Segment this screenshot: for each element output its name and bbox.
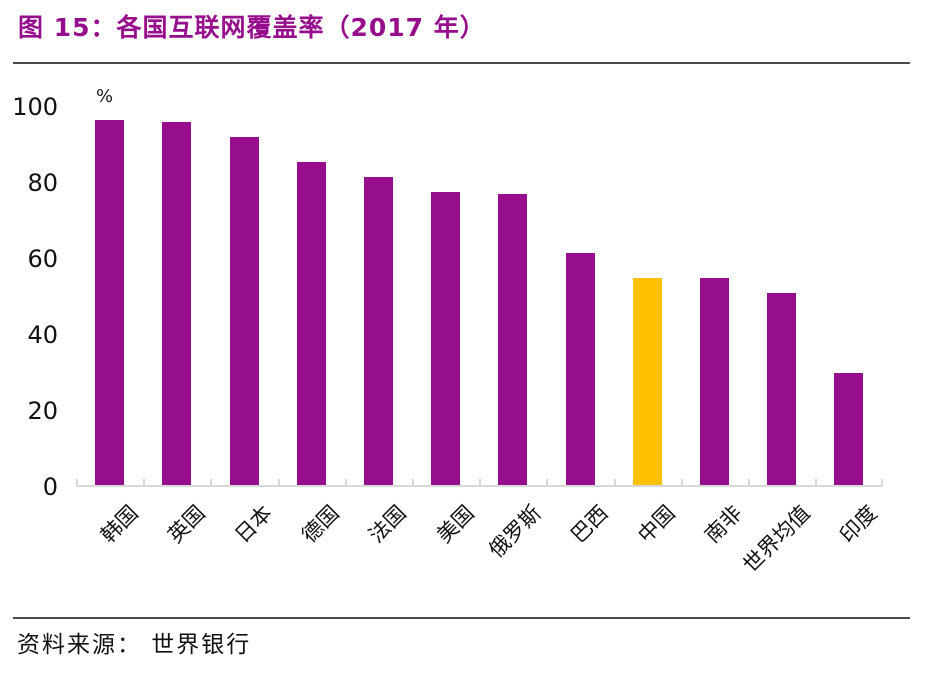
axis-tick [210,479,213,485]
x-axis-label: 日本 [230,500,277,548]
y-axis-tick-label: 40 [27,321,58,349]
x-axis-label: 世界均值 [738,500,815,578]
x-axis-label: 法国 [364,500,412,548]
bar-美国 [431,192,461,485]
figure-title: 图 15：各国互联网覆盖率（2017 年） [18,13,486,42]
axis-tick [680,479,683,485]
bar-英国 [162,122,192,485]
x-axis-line [76,485,883,487]
axis-tick [277,479,280,485]
bar-法国 [363,177,393,485]
y-axis-unit-label: % [96,86,114,107]
axis-tick [412,479,414,485]
x-axis-label: 南非 [700,500,748,548]
x-axis-label: 美国 [431,500,479,548]
axis-tick [881,479,883,485]
y-axis-tick-label: 0 [42,473,58,501]
bar-日本 [229,137,259,485]
source-note: 资料来源： 世界银行 [17,632,252,658]
title-separator-line [13,62,910,64]
plot-area [76,107,883,487]
axis-tick [546,479,549,485]
bar-俄罗斯 [498,194,528,485]
axis-tick [815,479,818,485]
x-axis-label: 印度 [834,500,882,548]
bar-世界均值 [767,293,797,485]
axis-tick [613,479,616,485]
x-axis-label: 韩国 [95,500,143,548]
x-axis-label: 巴西 [566,500,613,548]
axis-tick [748,479,750,485]
x-axis-label: 中国 [633,500,681,548]
y-axis-tick-label: 100 [12,93,58,121]
source-separator-line [13,617,910,619]
x-axis-label: 德国 [297,500,345,548]
y-axis-tick-label: 80 [27,169,58,197]
bar-中国 [632,277,662,485]
bar-德国 [296,162,326,485]
axis-tick [76,479,78,485]
x-axis-label: 俄罗斯 [484,500,546,563]
bar-韩国 [95,120,125,485]
bar-印度 [834,372,864,485]
bar-南非 [699,277,729,485]
axis-tick [344,479,347,485]
y-axis-tick-label: 20 [27,397,58,425]
bar-巴西 [565,253,595,485]
x-axis-label: 英国 [162,500,210,548]
axis-tick [479,479,482,485]
y-axis-tick-label: 60 [27,245,58,273]
axis-tick [143,479,146,485]
